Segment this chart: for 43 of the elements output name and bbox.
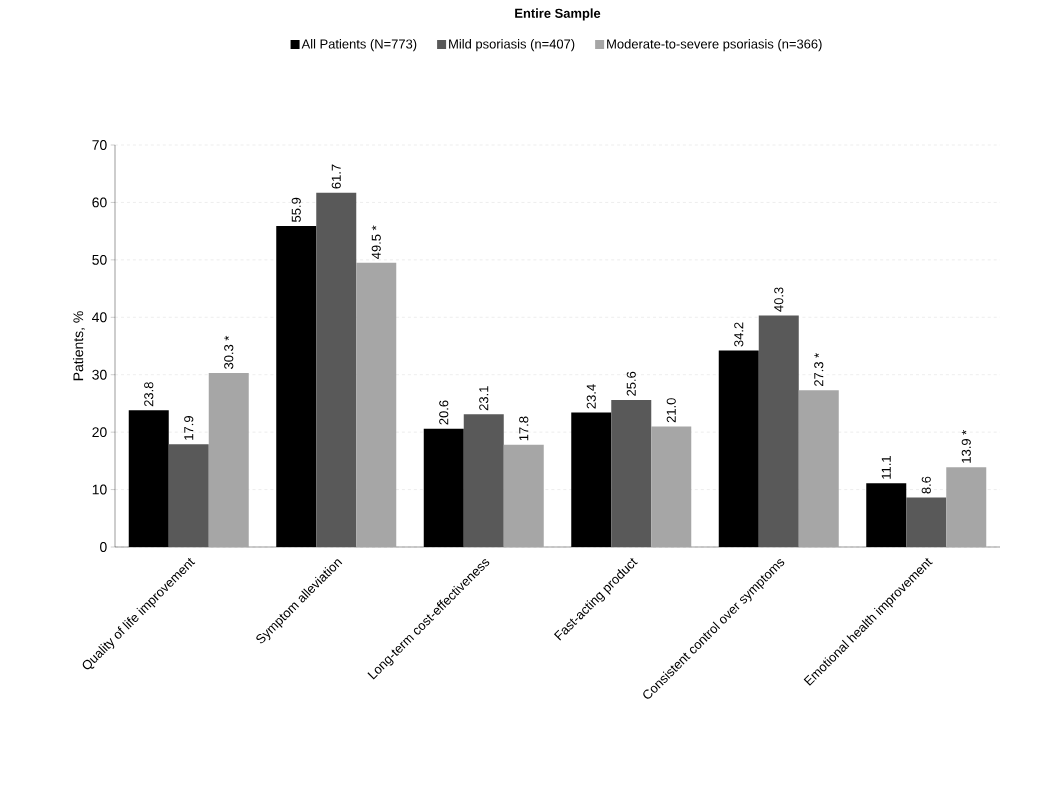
- chart-title: Entire Sample: [515, 8, 601, 21]
- data-label: 25.6: [626, 371, 636, 396]
- bar: [946, 467, 987, 547]
- y-tick-label: 0: [100, 542, 107, 552]
- data-label: 27.3 *: [814, 353, 824, 387]
- y-axis-title: Patients, %: [72, 311, 85, 381]
- data-label: 23.4: [586, 384, 596, 409]
- data-label: 55.9: [291, 197, 301, 222]
- bar: [798, 390, 839, 547]
- bar: [316, 192, 357, 547]
- data-label: 17.8: [519, 416, 529, 441]
- bar: [503, 444, 544, 547]
- bar: [463, 414, 504, 547]
- data-label: 20.6: [439, 400, 449, 425]
- y-tick-label: 10: [92, 484, 107, 495]
- y-tick-label: 60: [92, 197, 107, 208]
- legend-label: Moderate-to-severe psoriasis (n=366): [607, 39, 822, 52]
- data-label: 34.2: [734, 322, 744, 347]
- bar: [758, 315, 799, 547]
- data-label: 21.0: [666, 398, 676, 423]
- y-tick-label: 40: [92, 312, 107, 323]
- bar: [208, 372, 249, 547]
- data-label: 23.8: [144, 382, 154, 407]
- y-tick-label: 70: [92, 140, 107, 150]
- data-label: 23.1: [479, 386, 489, 411]
- data-label: 49.5 *: [371, 225, 381, 259]
- bar: [906, 497, 947, 547]
- data-label: 61.7: [331, 164, 341, 189]
- bar: [611, 399, 652, 547]
- legend-label: Mild psoriasis (n=407): [449, 39, 575, 52]
- data-label: 17.9: [184, 416, 194, 440]
- data-label: 13.9 *: [961, 430, 971, 463]
- y-tick-label: 50: [92, 254, 107, 265]
- data-label: 8.6: [921, 476, 931, 494]
- bar: [356, 262, 397, 547]
- data-label: 11.1: [881, 456, 891, 479]
- data-label: 40.3: [774, 287, 784, 312]
- legend-label: All Patients (N=773): [301, 39, 417, 52]
- y-tick-label: 30: [92, 369, 107, 380]
- bar: [651, 426, 692, 547]
- bar: [168, 444, 209, 547]
- data-label: 30.3 *: [224, 335, 234, 369]
- y-tick-label: 20: [92, 427, 107, 438]
